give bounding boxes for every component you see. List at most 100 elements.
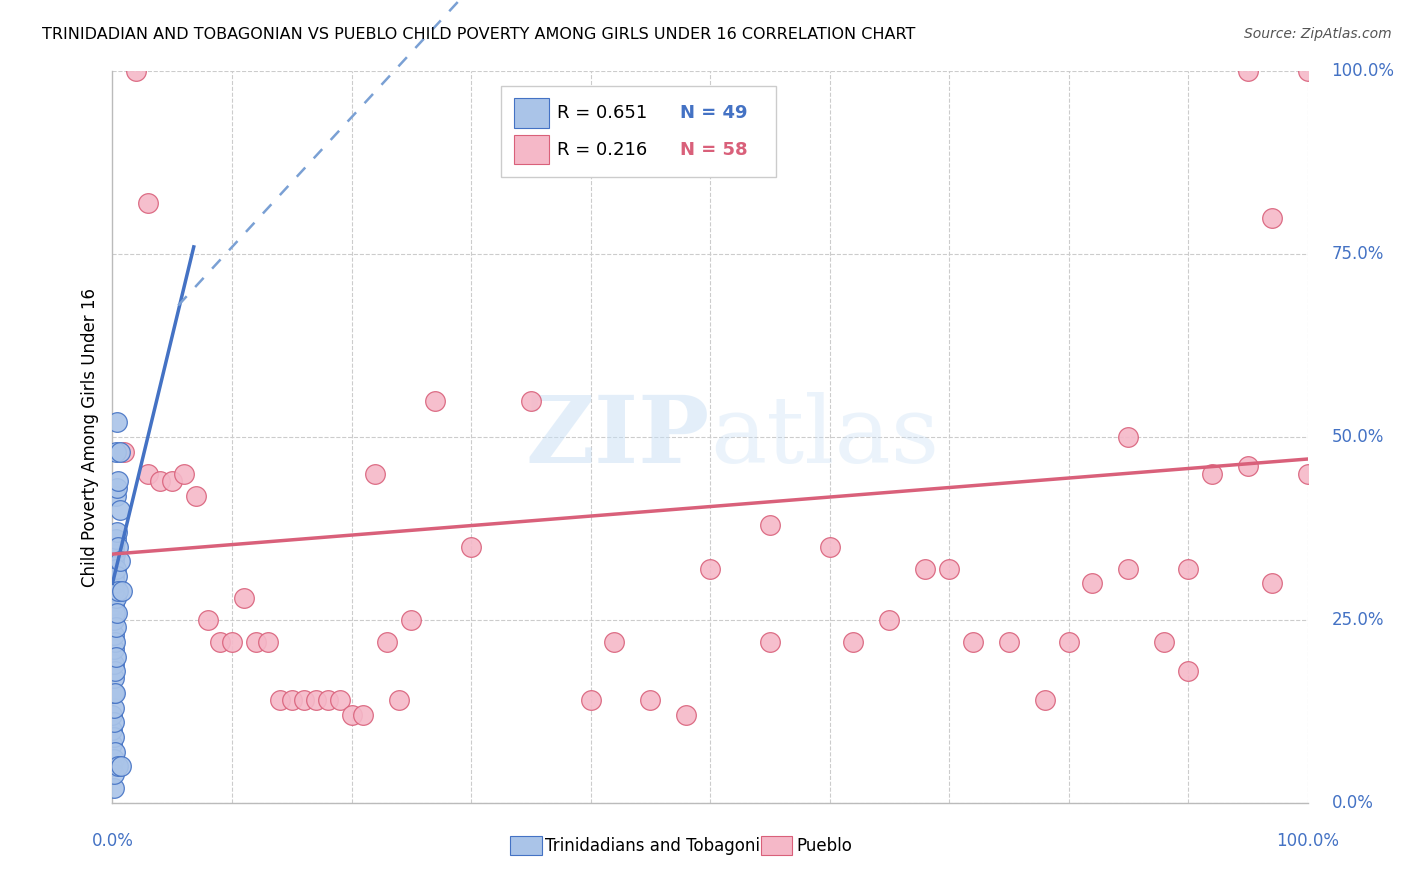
Point	[1118, 562, 1140, 576]
Point	[425, 393, 447, 408]
Point	[138, 467, 160, 481]
Text: 100.0%: 100.0%	[1277, 832, 1339, 850]
Point	[103, 627, 125, 641]
Point	[340, 708, 363, 723]
Point	[1237, 64, 1260, 78]
Point	[233, 591, 256, 605]
Point	[1261, 576, 1284, 591]
Point	[103, 700, 125, 714]
Point	[197, 613, 219, 627]
Point	[104, 664, 127, 678]
Point	[125, 64, 148, 78]
Point	[105, 649, 128, 664]
Point	[305, 693, 328, 707]
Point	[104, 606, 127, 620]
Text: 50.0%: 50.0%	[1331, 428, 1384, 446]
Text: TRINIDADIAN AND TOBAGONIAN VS PUEBLO CHILD POVERTY AMONG GIRLS UNDER 16 CORRELAT: TRINIDADIAN AND TOBAGONIAN VS PUEBLO CHI…	[42, 27, 915, 42]
Point	[603, 635, 626, 649]
Point	[1201, 467, 1223, 481]
Point	[110, 759, 132, 773]
FancyBboxPatch shape	[510, 837, 541, 855]
Point	[107, 474, 129, 488]
Point	[1177, 664, 1199, 678]
Point	[520, 393, 543, 408]
Point	[401, 613, 423, 627]
Point	[914, 562, 936, 576]
Point	[103, 686, 125, 700]
Text: 25.0%: 25.0%	[1331, 611, 1384, 629]
Point	[107, 540, 129, 554]
Point	[103, 781, 125, 796]
Point	[108, 444, 131, 458]
Point	[103, 540, 125, 554]
Point	[1118, 430, 1140, 444]
Point	[460, 540, 482, 554]
Point	[879, 613, 901, 627]
Point	[1237, 459, 1260, 474]
Point	[1261, 211, 1284, 225]
Point	[103, 672, 125, 686]
Text: 0.0%: 0.0%	[91, 832, 134, 850]
Point	[149, 474, 172, 488]
Point	[105, 525, 128, 540]
Text: R = 0.216: R = 0.216	[557, 141, 647, 159]
Point	[104, 576, 127, 591]
Point	[352, 708, 374, 723]
Point	[292, 693, 315, 707]
Point	[818, 540, 841, 554]
Point	[105, 489, 128, 503]
Point	[640, 693, 662, 707]
Text: R = 0.651: R = 0.651	[557, 104, 647, 122]
Point	[105, 416, 128, 430]
Point	[1057, 635, 1080, 649]
Text: 75.0%: 75.0%	[1331, 245, 1384, 263]
Point	[281, 693, 304, 707]
Point	[938, 562, 960, 576]
Point	[104, 686, 127, 700]
Point	[101, 759, 124, 773]
FancyBboxPatch shape	[501, 86, 776, 178]
Point	[103, 752, 125, 766]
Point	[114, 444, 135, 458]
Point	[209, 635, 232, 649]
Point	[1177, 562, 1199, 576]
Point	[1153, 635, 1175, 649]
Point	[105, 606, 128, 620]
Point	[101, 737, 124, 751]
Point	[138, 196, 160, 211]
Point	[108, 554, 131, 568]
Point	[107, 583, 129, 598]
Point	[103, 554, 125, 568]
Point	[103, 642, 125, 657]
Text: ZIP: ZIP	[526, 392, 710, 482]
Point	[162, 474, 183, 488]
Point	[105, 444, 128, 458]
Point	[759, 517, 782, 532]
Point	[107, 759, 129, 773]
Point	[104, 547, 127, 561]
Point	[103, 599, 125, 613]
Point	[364, 467, 387, 481]
FancyBboxPatch shape	[762, 837, 793, 855]
FancyBboxPatch shape	[515, 135, 548, 164]
Point	[104, 635, 127, 649]
Point	[842, 635, 865, 649]
Text: N = 58: N = 58	[681, 141, 748, 159]
Point	[103, 766, 125, 780]
Point	[1033, 693, 1056, 707]
Point	[104, 745, 127, 759]
Text: Pueblo: Pueblo	[796, 837, 852, 855]
Point	[105, 481, 128, 495]
Point	[269, 693, 291, 707]
Point	[388, 693, 411, 707]
Point	[105, 591, 128, 605]
Point	[103, 613, 125, 627]
Point	[103, 730, 125, 744]
Point	[103, 715, 125, 730]
Point	[962, 635, 984, 649]
Point	[186, 489, 208, 503]
Text: Source: ZipAtlas.com: Source: ZipAtlas.com	[1244, 27, 1392, 41]
Point	[1081, 576, 1104, 591]
Point	[1296, 64, 1319, 78]
Point	[257, 635, 280, 649]
